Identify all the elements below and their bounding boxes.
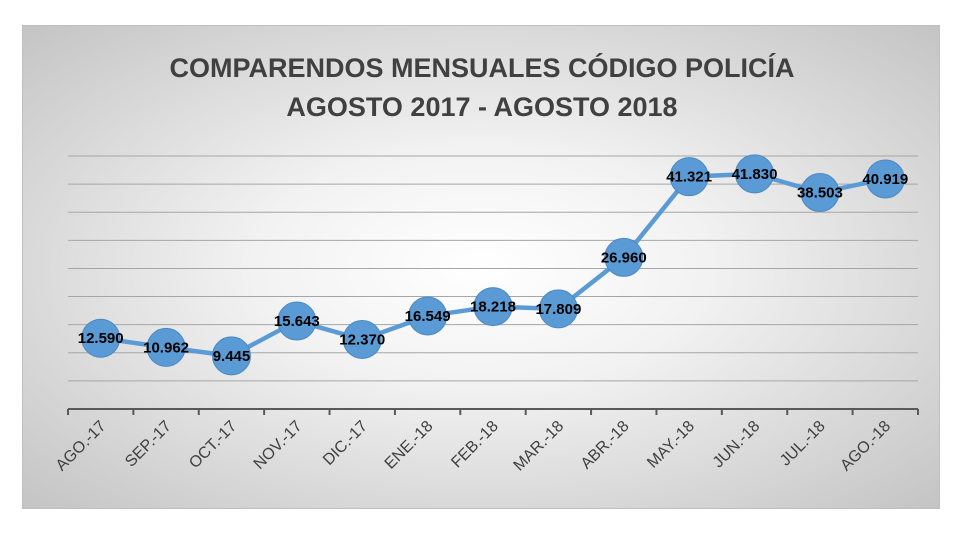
data-label: 38.503: [797, 185, 843, 202]
x-tick-label: JUN.-18: [710, 418, 764, 472]
chart-area: COMPARENDOS MENSUALES CÓDIGO POLICÍA AGO…: [22, 25, 940, 509]
data-point-marker: [473, 287, 513, 327]
x-tick-label: SEP.-17: [122, 418, 175, 471]
data-label: 16.549: [405, 308, 451, 325]
x-tick-label: DIC.-17: [320, 418, 371, 469]
x-tick-label: FEB.-18: [448, 418, 502, 472]
x-tick-label: AGO.-17: [53, 418, 110, 475]
series-line: [100, 171, 886, 359]
data-point-marker: [669, 157, 709, 197]
x-tick-label: OCT.-17: [186, 418, 240, 472]
data-label: 40.919: [862, 171, 908, 188]
data-label: 18.218: [470, 299, 516, 316]
data-label: 17.809: [535, 301, 581, 318]
data-label: 10.962: [143, 339, 189, 356]
data-point-marker: [538, 289, 578, 329]
data-point-marker: [211, 336, 251, 376]
data-label: 26.960: [601, 249, 647, 266]
data-label: 41.830: [732, 166, 778, 183]
chart-title-line-1: COMPARENDOS MENSUALES CÓDIGO POLICÍA: [169, 52, 794, 83]
data-point-marker: [342, 319, 382, 359]
data-label: 12.370: [339, 331, 385, 348]
data-label: 9.445: [213, 348, 251, 365]
data-point-marker: [604, 237, 644, 277]
data-label: 15.643: [274, 313, 320, 330]
data-point-marker: [146, 327, 186, 367]
data-point-marker: [277, 301, 317, 341]
x-tick-label: ABR.-18: [578, 418, 633, 473]
data-point-marker: [81, 318, 121, 358]
chart-title-line-2: AGOSTO 2017 - AGOSTO 2018: [286, 92, 677, 122]
data-label: 41.321: [666, 169, 712, 186]
x-tick-label: MAY.-18: [644, 418, 698, 472]
data-point-marker: [735, 154, 775, 194]
x-tick-label: NOV.-17: [251, 418, 306, 473]
data-point-marker: [800, 173, 840, 213]
x-tick-label: ENE.-18: [382, 418, 437, 473]
x-tick-label: AGO.-18: [837, 418, 894, 475]
x-tick-label: MAR.-18: [511, 418, 568, 475]
line-chart: COMPARENDOS MENSUALES CÓDIGO POLICÍA AGO…: [53, 52, 919, 475]
data-point-marker: [865, 159, 905, 199]
data-label: 12.590: [78, 330, 124, 347]
data-point-marker: [408, 296, 448, 336]
x-tick-label: JUL.-18: [777, 418, 829, 470]
